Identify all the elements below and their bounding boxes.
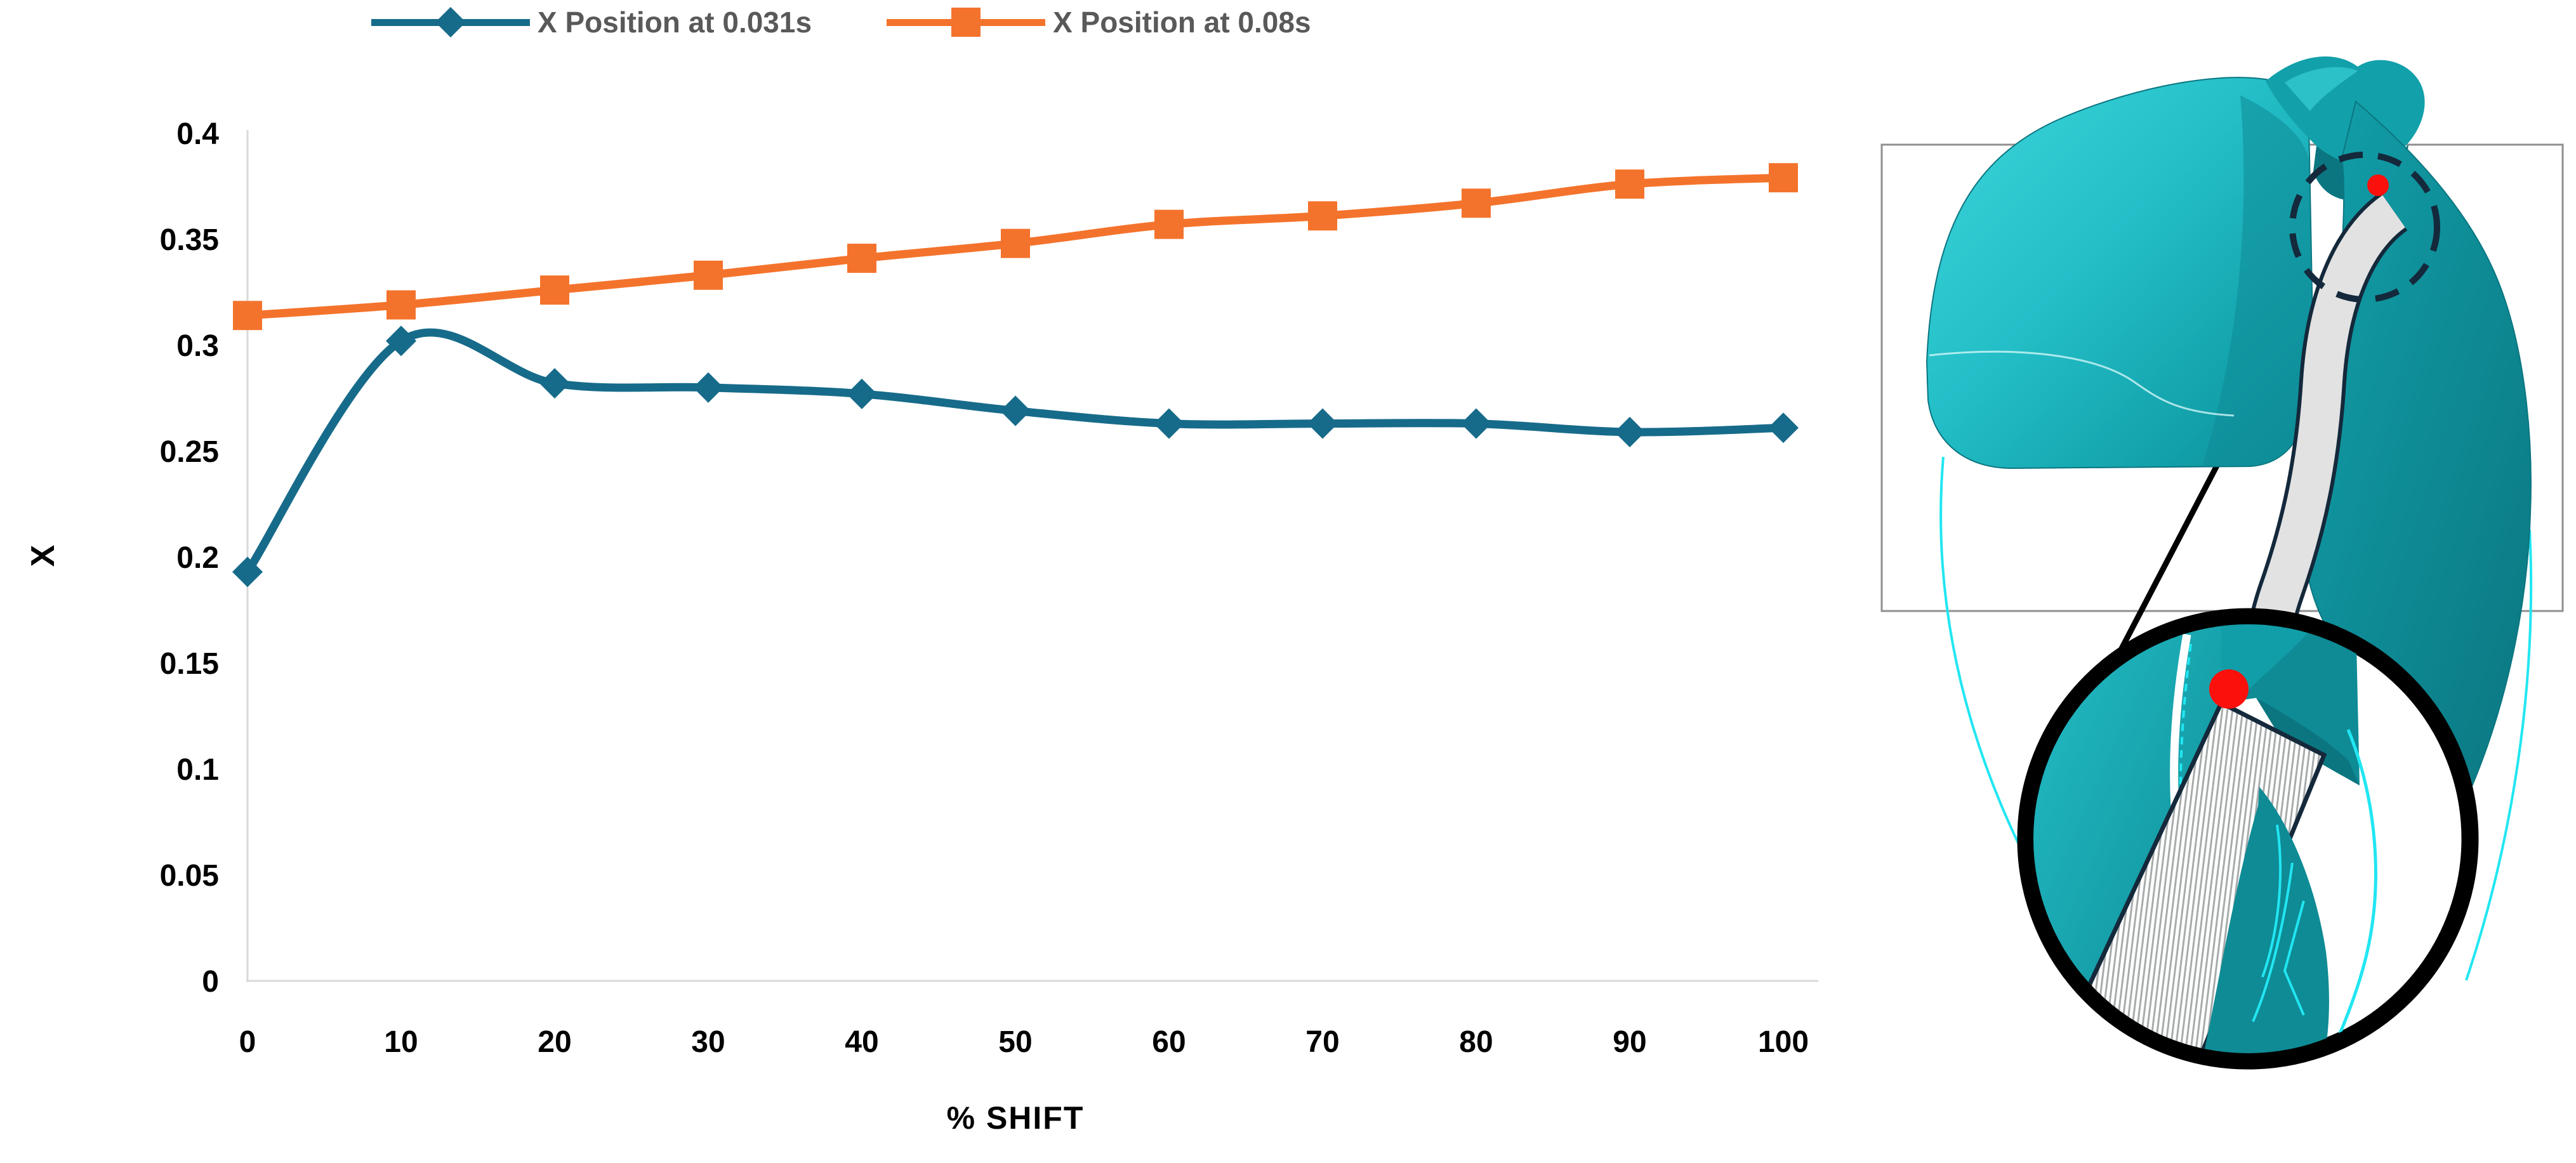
data-point-diamond (692, 372, 724, 403)
data-point-diamond (846, 378, 878, 409)
data-point-diamond (232, 556, 263, 588)
x-tick-label: 10 (384, 1025, 418, 1059)
data-point-square (847, 244, 876, 273)
y-tick-label: 0.4 (176, 117, 219, 151)
data-point-square (233, 301, 262, 331)
red-dot-magnified-icon (2209, 669, 2249, 709)
x-tick-label: 100 (1758, 1025, 1809, 1059)
legend-label-series-1: X Position at 0.08s (1053, 6, 1311, 39)
data-point-diamond (385, 325, 417, 357)
y-tick-label: 0.1 (176, 753, 219, 787)
x-tick-label: 90 (1613, 1025, 1646, 1059)
data-point-square (1615, 169, 1644, 199)
data-point-diamond (1614, 416, 1646, 447)
x-tick-label: 30 (691, 1025, 725, 1059)
data-point-square (386, 290, 416, 320)
legend-item-series-1: X Position at 0.08s (887, 4, 1311, 40)
x-tick-label: 50 (998, 1025, 1032, 1059)
y-tick-label: 0.15 (160, 647, 219, 681)
legend-item-series-0: X Position at 0.031s (371, 4, 812, 40)
x-tick-label: 70 (1305, 1025, 1339, 1059)
data-point-diamond (1153, 408, 1185, 439)
x-tick-label: 20 (538, 1025, 571, 1059)
data-point-square (1462, 188, 1491, 218)
y-tick-label: 0.2 (176, 541, 219, 575)
data-point-diamond (1000, 395, 1031, 426)
data-point-diamond (1307, 408, 1338, 439)
square-marker-icon (887, 4, 1046, 40)
data-point-diamond (1767, 412, 1799, 444)
model-left-body (1925, 77, 2315, 470)
dashed-circle-icon (2289, 152, 2440, 303)
data-point-square (1001, 228, 1030, 258)
red-dot-icon (2367, 174, 2389, 196)
y-tick-label: 0.35 (160, 223, 219, 257)
magnifier-circle-icon (2017, 608, 2479, 1070)
x-tick-label: 40 (845, 1025, 878, 1059)
data-point-square (694, 260, 723, 290)
y-axis-title: X (25, 544, 62, 567)
data-point-square (540, 275, 569, 305)
series-line-0 (243, 328, 1788, 576)
y-tick-label: 0.25 (160, 435, 219, 469)
data-point-square (1769, 163, 1798, 193)
data-point-square (1308, 201, 1337, 231)
x-tick-label: 0 (239, 1025, 256, 1059)
y-tick-label: 0 (202, 965, 219, 999)
chart-legend: X Position at 0.031s X Position at 0.08s (371, 1, 1311, 43)
data-point-diamond (1460, 408, 1492, 439)
x-tick-label: 80 (1459, 1025, 1493, 1059)
model-illustration (1880, 56, 2564, 1070)
data-point-square (1154, 209, 1184, 239)
series-1 (233, 163, 1798, 331)
legend-label-series-0: X Position at 0.031s (538, 6, 812, 39)
y-tick-label: 0.05 (160, 859, 219, 893)
series-0 (232, 325, 1799, 588)
y-tick-label: 0.3 (176, 329, 219, 363)
line-chart: 0 0.05 0.1 0.15 0.2 0.25 0.3 0.35 0.4 0 10 20 30 40 50… (160, 117, 1818, 1059)
x-tick-label: 60 (1152, 1025, 1186, 1059)
diamond-marker-icon (371, 4, 530, 40)
data-point-diamond (539, 368, 571, 399)
x-axis-title: % SHIFT (946, 1100, 1085, 1136)
